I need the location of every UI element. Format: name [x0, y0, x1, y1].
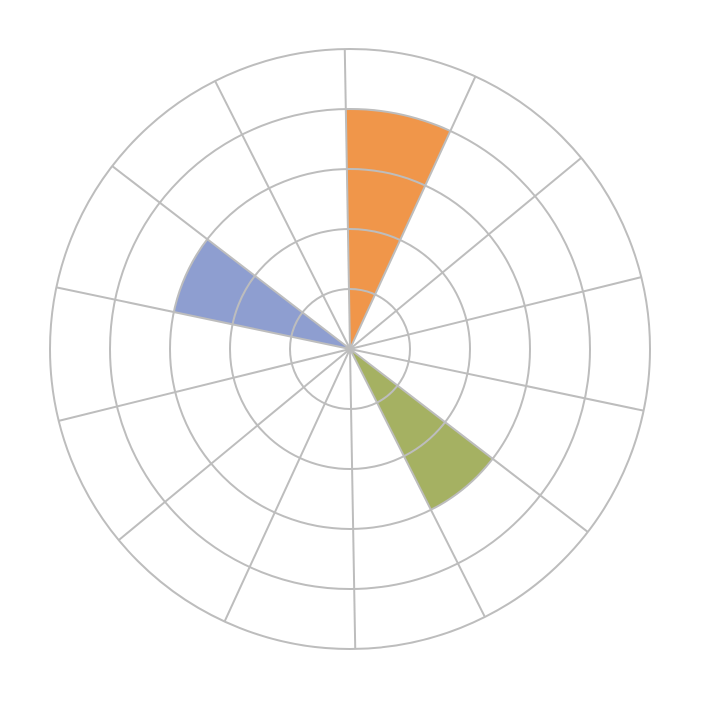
- grid-ring-4: [109, 108, 591, 590]
- grid-spoke-3: [349, 276, 642, 350]
- grid-spoke-12: [111, 165, 351, 350]
- grid-spoke-11: [56, 286, 351, 350]
- grid-layer: [49, 48, 651, 650]
- grid-spoke-5: [349, 348, 589, 533]
- grid-ring-3: [169, 168, 531, 530]
- grid-spoke-1: [349, 76, 477, 350]
- grid-spoke-0: [343, 49, 351, 350]
- grid-spoke-2: [349, 157, 582, 350]
- grid-ring-1: [289, 288, 411, 410]
- grid-spoke-4: [349, 348, 644, 412]
- wedges-layer: [173, 109, 493, 510]
- grid-spoke-13: [214, 80, 351, 350]
- wedge-sector-5: [350, 349, 493, 510]
- grid-spoke-6: [349, 348, 486, 618]
- grid-ring-2: [229, 228, 471, 470]
- grid-spoke-9: [118, 348, 351, 541]
- wedge-sector-0: [345, 109, 451, 349]
- grid-spoke-10: [58, 348, 351, 422]
- grid-spoke-8: [223, 348, 351, 622]
- grid-ring-5: [49, 48, 651, 650]
- grid-spoke-7: [349, 348, 357, 649]
- wedge-sector-11: [173, 239, 350, 349]
